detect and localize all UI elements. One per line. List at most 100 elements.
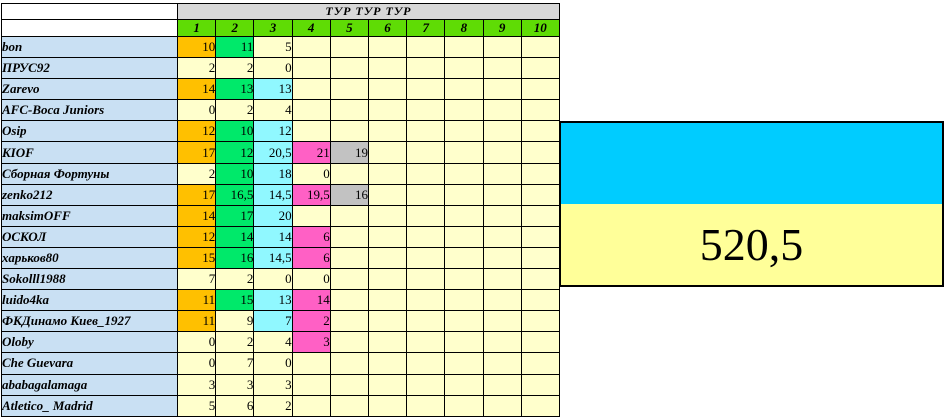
score-cell[interactable] bbox=[367, 162, 408, 185]
score-cell[interactable] bbox=[520, 246, 560, 270]
table-title[interactable]: ТУР ТУР ТУР bbox=[177, 3, 560, 20]
score-cell[interactable] bbox=[482, 120, 522, 143]
score-cell[interactable]: 0 bbox=[291, 162, 331, 185]
score-cell[interactable]: 14 bbox=[215, 225, 255, 248]
score-cell[interactable]: 11 bbox=[176, 310, 217, 333]
score-cell[interactable] bbox=[444, 352, 484, 375]
score-cell[interactable] bbox=[406, 331, 446, 354]
score-cell[interactable] bbox=[444, 162, 484, 185]
score-cell[interactable] bbox=[444, 78, 484, 101]
score-cell[interactable]: 12 bbox=[253, 120, 293, 143]
score-cell[interactable] bbox=[329, 162, 369, 185]
score-cell[interactable]: 13 bbox=[215, 78, 255, 101]
score-cell[interactable] bbox=[329, 331, 369, 354]
score-cell[interactable] bbox=[367, 120, 408, 143]
score-cell[interactable] bbox=[520, 141, 560, 164]
score-cell[interactable]: 3 bbox=[176, 373, 217, 396]
column-header[interactable]: 6 bbox=[367, 19, 408, 37]
score-cell[interactable] bbox=[291, 204, 331, 227]
column-header[interactable]: 4 bbox=[291, 19, 331, 37]
score-cell[interactable] bbox=[520, 78, 560, 101]
score-cell[interactable]: 0 bbox=[176, 99, 217, 122]
score-cell[interactable]: 4 bbox=[253, 331, 293, 354]
score-cell[interactable] bbox=[444, 35, 484, 59]
score-cell[interactable]: 17 bbox=[176, 183, 217, 206]
score-cell[interactable] bbox=[444, 331, 484, 354]
score-cell[interactable] bbox=[406, 352, 446, 375]
score-cell[interactable]: 19,5 bbox=[291, 183, 331, 206]
score-cell[interactable] bbox=[329, 373, 369, 396]
row-label[interactable]: bon bbox=[1, 35, 178, 59]
column-header[interactable]: 2 bbox=[215, 19, 255, 37]
score-cell[interactable] bbox=[482, 162, 522, 185]
score-cell[interactable] bbox=[520, 289, 560, 312]
score-cell[interactable]: 14 bbox=[291, 289, 331, 312]
score-cell[interactable] bbox=[444, 141, 484, 164]
score-cell[interactable] bbox=[329, 225, 369, 248]
score-cell[interactable]: 19 bbox=[329, 141, 369, 164]
score-cell[interactable]: 2 bbox=[215, 331, 255, 354]
row-label[interactable]: luido4ka bbox=[1, 289, 178, 312]
score-cell[interactable] bbox=[406, 246, 446, 270]
row-label[interactable]: Сборная Фортуны bbox=[1, 162, 178, 185]
score-cell[interactable]: 6 bbox=[215, 394, 255, 417]
score-cell[interactable] bbox=[367, 373, 408, 396]
score-cell[interactable]: 5 bbox=[176, 394, 217, 417]
score-cell[interactable] bbox=[520, 120, 560, 143]
column-header[interactable]: 10 bbox=[520, 19, 560, 37]
score-cell[interactable] bbox=[482, 99, 522, 122]
score-cell[interactable]: 4 bbox=[253, 99, 293, 122]
score-cell[interactable]: 14,5 bbox=[253, 183, 293, 206]
score-cell[interactable]: 6 bbox=[291, 246, 331, 270]
score-cell[interactable] bbox=[482, 183, 522, 206]
score-cell[interactable]: 12 bbox=[215, 141, 255, 164]
score-cell[interactable]: 15 bbox=[176, 246, 217, 270]
row-label[interactable]: Zarevo bbox=[1, 78, 178, 101]
row-label[interactable]: ПРУС92 bbox=[1, 57, 178, 80]
score-cell[interactable]: 0 bbox=[253, 352, 293, 375]
score-cell[interactable]: 14 bbox=[176, 204, 217, 227]
score-cell[interactable]: 0 bbox=[176, 331, 217, 354]
score-cell[interactable] bbox=[329, 289, 369, 312]
score-cell[interactable]: 3 bbox=[215, 373, 255, 396]
score-cell[interactable]: 17 bbox=[176, 141, 217, 164]
score-cell[interactable]: 14,5 bbox=[253, 246, 293, 270]
score-cell[interactable] bbox=[406, 141, 446, 164]
score-cell[interactable] bbox=[406, 268, 446, 291]
score-cell[interactable] bbox=[329, 204, 369, 227]
score-cell[interactable]: 9 bbox=[215, 310, 255, 333]
score-cell[interactable] bbox=[291, 78, 331, 101]
score-cell[interactable] bbox=[367, 268, 408, 291]
score-cell[interactable] bbox=[406, 373, 446, 396]
score-cell[interactable]: 14 bbox=[176, 78, 217, 101]
score-cell[interactable] bbox=[444, 310, 484, 333]
score-cell[interactable] bbox=[482, 373, 522, 396]
score-cell[interactable] bbox=[482, 394, 522, 417]
score-cell[interactable] bbox=[329, 78, 369, 101]
score-cell[interactable] bbox=[406, 394, 446, 417]
summary-top-band[interactable] bbox=[561, 123, 942, 204]
score-cell[interactable] bbox=[482, 78, 522, 101]
score-cell[interactable] bbox=[482, 352, 522, 375]
score-cell[interactable] bbox=[520, 352, 560, 375]
score-cell[interactable] bbox=[329, 35, 369, 59]
score-cell[interactable] bbox=[406, 57, 446, 80]
row-label[interactable]: zenko212 bbox=[1, 183, 178, 206]
score-cell[interactable] bbox=[367, 310, 408, 333]
score-cell[interactable] bbox=[482, 331, 522, 354]
score-cell[interactable] bbox=[520, 35, 560, 59]
row-label[interactable]: Che Guevara bbox=[1, 352, 178, 375]
score-cell[interactable]: 2 bbox=[253, 394, 293, 417]
score-cell[interactable] bbox=[520, 225, 560, 248]
score-cell[interactable] bbox=[291, 373, 331, 396]
score-cell[interactable] bbox=[291, 120, 331, 143]
score-cell[interactable]: 18 bbox=[253, 162, 293, 185]
score-cell[interactable]: 16,5 bbox=[215, 183, 255, 206]
score-cell[interactable] bbox=[329, 394, 369, 417]
score-cell[interactable] bbox=[444, 99, 484, 122]
score-cell[interactable] bbox=[291, 57, 331, 80]
score-cell[interactable]: 17 bbox=[215, 204, 255, 227]
score-cell[interactable] bbox=[444, 120, 484, 143]
row-label[interactable]: Sokolll1988 bbox=[1, 268, 178, 291]
score-cell[interactable] bbox=[406, 35, 446, 59]
